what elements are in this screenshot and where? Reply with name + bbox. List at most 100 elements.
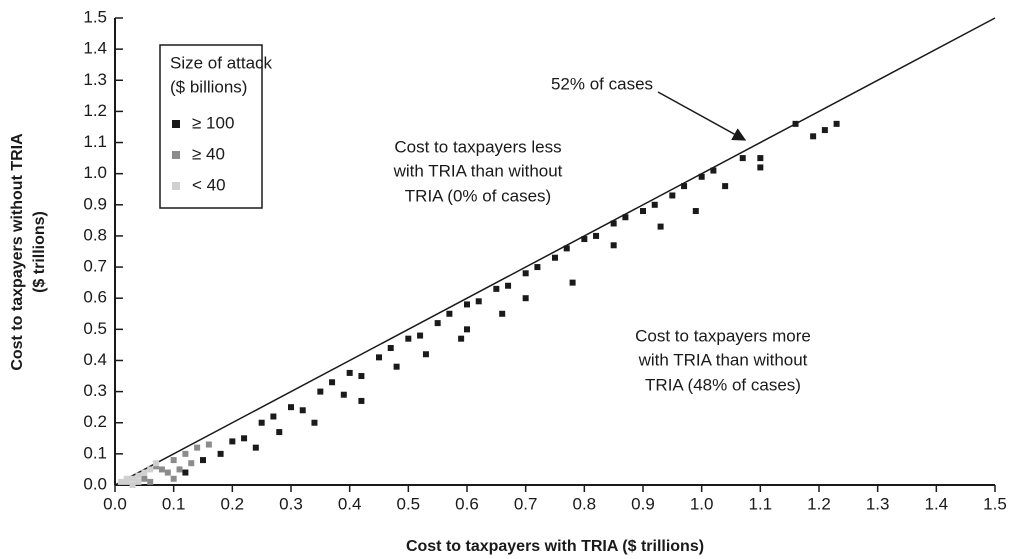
point — [405, 335, 412, 342]
point — [123, 475, 130, 482]
point — [153, 463, 160, 470]
point — [810, 133, 817, 140]
x-tick-label: 0.8 — [573, 494, 597, 513]
x-tick-label: 0.2 — [221, 494, 245, 513]
y-axis-label: ($ trillions) — [31, 211, 48, 293]
annotation: with TRIA than without — [393, 161, 563, 180]
point — [569, 279, 576, 286]
y-tick-label: 0.0 — [83, 474, 107, 493]
point — [346, 369, 353, 376]
point — [329, 379, 336, 386]
y-tick-label: 0.5 — [83, 319, 107, 338]
point — [358, 397, 365, 404]
point — [205, 441, 212, 448]
point — [194, 444, 201, 451]
legend-title: ($ billions) — [170, 77, 247, 96]
legend-label: < 40 — [192, 175, 226, 194]
point — [147, 478, 154, 485]
point — [153, 460, 160, 467]
point — [135, 472, 142, 479]
point — [393, 363, 400, 370]
point — [698, 173, 705, 180]
y-tick-label: 0.2 — [83, 412, 107, 431]
point — [563, 245, 570, 252]
point — [182, 469, 189, 476]
legend-swatch — [172, 120, 180, 128]
point — [493, 285, 500, 292]
point — [792, 120, 799, 127]
point — [141, 475, 148, 482]
x-tick-label: 0.7 — [514, 494, 538, 513]
point — [170, 457, 177, 464]
x-tick-label: 0.3 — [279, 494, 303, 513]
x-axis-label: Cost to taxpayers with TRIA ($ trillions… — [406, 538, 704, 555]
y-tick-label: 1.0 — [83, 163, 107, 182]
point — [117, 478, 124, 485]
point — [258, 419, 265, 426]
annotation: 52% of cases — [551, 74, 653, 93]
legend-label: ≥ 100 — [192, 113, 234, 132]
point — [200, 457, 206, 464]
point — [681, 183, 688, 190]
point — [757, 155, 764, 162]
point — [123, 478, 130, 485]
point — [147, 466, 154, 473]
x-tick-label: 0.0 — [103, 494, 127, 513]
point — [821, 127, 828, 134]
x-tick-label: 0.1 — [162, 494, 186, 513]
point — [739, 155, 746, 162]
x-tick-label: 1.4 — [925, 494, 949, 513]
y-tick-label: 1.5 — [83, 7, 107, 26]
x-tick-label: 1.5 — [983, 494, 1007, 513]
point — [176, 466, 183, 473]
y-tick-label: 1.4 — [83, 39, 107, 58]
point — [311, 419, 318, 426]
point — [434, 320, 441, 327]
annotation: Cost to taxpayers more — [635, 326, 811, 345]
point — [651, 201, 658, 208]
x-tick-label: 1.1 — [749, 494, 773, 513]
point — [522, 270, 529, 277]
annotation: TRIA (0% of cases) — [405, 186, 551, 205]
point — [387, 345, 394, 352]
annotation-arrow — [657, 91, 747, 141]
point — [446, 310, 453, 317]
point — [710, 167, 717, 174]
point — [581, 236, 588, 243]
y-tick-label: 0.7 — [83, 257, 107, 276]
point — [458, 335, 465, 342]
point — [358, 373, 365, 380]
point — [534, 264, 541, 271]
y-tick-label: 0.8 — [83, 225, 107, 244]
point — [464, 301, 470, 308]
point — [182, 450, 189, 457]
y-tick-label: 0.4 — [83, 350, 107, 369]
point — [288, 404, 294, 411]
point — [640, 208, 646, 215]
point — [692, 208, 699, 215]
point — [217, 450, 224, 457]
point — [376, 354, 382, 361]
x-tick-label: 0.4 — [338, 494, 362, 513]
point — [610, 242, 617, 249]
point — [552, 254, 558, 261]
annotation: Cost to taxpayers less — [394, 137, 561, 156]
point — [833, 120, 840, 127]
point — [622, 214, 629, 221]
point — [722, 183, 729, 190]
y-tick-label: 0.1 — [83, 443, 107, 462]
legend-swatch — [172, 182, 180, 190]
point — [158, 466, 165, 473]
point — [422, 351, 429, 358]
y-tick-label: 1.1 — [83, 132, 107, 151]
y-tick-label: 0.9 — [83, 194, 107, 213]
point — [522, 295, 529, 302]
point — [317, 388, 324, 395]
point — [299, 407, 306, 414]
point — [593, 232, 600, 239]
legend-swatch — [172, 151, 180, 159]
reference-line — [114, 17, 996, 486]
point — [669, 192, 676, 199]
point — [610, 220, 617, 227]
